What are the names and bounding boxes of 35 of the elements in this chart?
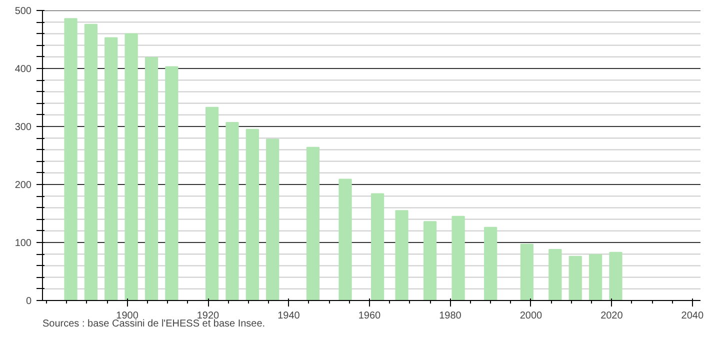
bar xyxy=(226,122,239,300)
x-tick-label: 1960 xyxy=(358,310,382,322)
bar xyxy=(423,221,437,300)
bar xyxy=(588,254,602,300)
bar xyxy=(104,37,118,300)
bar xyxy=(205,106,219,300)
bar xyxy=(306,146,320,300)
bar xyxy=(548,248,562,300)
x-tick-label: 2020 xyxy=(600,310,624,322)
bar xyxy=(371,193,384,300)
bar xyxy=(64,18,78,300)
bar xyxy=(124,33,138,300)
bar xyxy=(520,244,534,300)
y-tick-label: 200 xyxy=(14,180,32,191)
bar xyxy=(338,178,352,300)
y-tick-label: 0 xyxy=(26,296,32,307)
x-tick-label: 2000 xyxy=(520,310,543,322)
bar xyxy=(266,138,280,300)
y-tick-label: 500 xyxy=(14,6,32,17)
bar xyxy=(452,216,465,300)
bar xyxy=(609,252,622,300)
bar xyxy=(568,256,582,300)
x-tick-label: 1980 xyxy=(439,310,462,322)
bar xyxy=(484,226,498,300)
x-tick-label: 2040 xyxy=(681,310,704,322)
bar xyxy=(84,24,98,300)
bar xyxy=(246,128,259,300)
y-tick-label: 100 xyxy=(14,238,32,249)
bar xyxy=(395,210,408,300)
x-tick-label: 1940 xyxy=(278,310,300,322)
bar xyxy=(165,66,178,300)
source-note: Sources : base Cassini de l'EHESS et base Insee. xyxy=(42,318,266,330)
y-tick-label: 400 xyxy=(14,64,32,75)
y-tick-label: 300 xyxy=(14,122,32,133)
bar xyxy=(144,56,158,300)
